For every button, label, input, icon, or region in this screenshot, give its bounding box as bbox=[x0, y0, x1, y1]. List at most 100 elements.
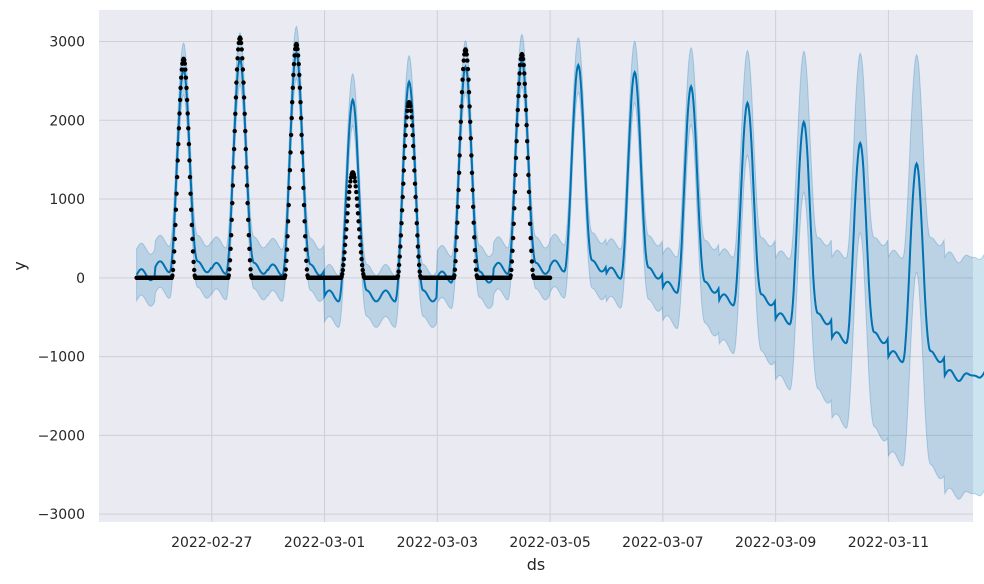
observed-point bbox=[286, 202, 291, 208]
observed-point bbox=[514, 139, 519, 144]
x-tick-label: 2022-03-01 bbox=[284, 535, 365, 551]
observed-point bbox=[176, 141, 181, 147]
observed-point bbox=[513, 172, 518, 178]
observed-point bbox=[347, 184, 352, 189]
observed-point bbox=[304, 258, 309, 263]
observed-point bbox=[454, 235, 459, 240]
observed-point bbox=[523, 107, 529, 113]
observed-point bbox=[341, 262, 346, 268]
observed-point bbox=[456, 187, 461, 193]
observed-point bbox=[396, 269, 401, 274]
observed-point bbox=[341, 256, 347, 262]
y-tick-label: −1000 bbox=[38, 350, 85, 366]
observed-point bbox=[347, 189, 352, 195]
x-tick-label: 2022-03-11 bbox=[848, 535, 929, 551]
observed-point bbox=[358, 250, 364, 255]
observed-point bbox=[353, 184, 358, 189]
observed-point bbox=[468, 136, 473, 141]
observed-point bbox=[458, 136, 463, 141]
observed-point bbox=[469, 170, 475, 175]
observed-point bbox=[455, 204, 461, 209]
observed-point bbox=[183, 75, 189, 80]
y-tick-label: 2000 bbox=[49, 113, 85, 129]
observed-point bbox=[510, 235, 516, 241]
observed-point bbox=[235, 56, 240, 61]
observed-point bbox=[246, 233, 251, 238]
observed-point bbox=[473, 259, 478, 264]
observed-point bbox=[185, 111, 190, 116]
observed-point bbox=[227, 267, 232, 272]
observed-point bbox=[184, 97, 190, 103]
observed-point bbox=[190, 249, 196, 254]
observed-point bbox=[228, 246, 233, 251]
observed-point bbox=[408, 103, 413, 109]
x-axis-ticks: 2022-02-27 2022-03-01 2022-03-03 2022-03-05… bbox=[171, 535, 929, 551]
observed-point bbox=[522, 81, 527, 87]
observed-point bbox=[179, 67, 184, 72]
forecast-line bbox=[135, 49, 984, 383]
observed-point bbox=[283, 273, 288, 278]
observed-point bbox=[173, 207, 179, 212]
observed-point bbox=[471, 220, 476, 225]
observed-point bbox=[247, 246, 252, 251]
observed-point bbox=[177, 111, 182, 116]
observed-point bbox=[173, 222, 178, 228]
observed-point bbox=[231, 165, 236, 170]
observed-point bbox=[243, 146, 248, 152]
observed-point bbox=[170, 267, 176, 273]
observed-point bbox=[240, 56, 245, 61]
observed-point bbox=[457, 153, 462, 158]
observed-point bbox=[401, 168, 406, 173]
observed-point bbox=[186, 126, 191, 131]
observed-point bbox=[300, 168, 305, 173]
observed-point bbox=[466, 77, 471, 82]
observed-point bbox=[471, 204, 476, 209]
observed-point bbox=[345, 203, 351, 208]
observed-point bbox=[415, 244, 421, 249]
observed-point bbox=[399, 208, 405, 213]
observed-point bbox=[547, 275, 553, 280]
observed-point bbox=[410, 132, 415, 138]
observed-point bbox=[302, 219, 307, 224]
observed-point bbox=[288, 132, 294, 138]
observed-point bbox=[395, 273, 401, 279]
observed-point bbox=[231, 146, 237, 152]
observed-point bbox=[191, 259, 196, 265]
observed-point bbox=[402, 143, 408, 149]
observed-point bbox=[344, 219, 350, 224]
observed-point bbox=[179, 75, 184, 80]
observed-point bbox=[241, 80, 246, 85]
observed-point bbox=[408, 108, 414, 114]
observed-point bbox=[469, 153, 474, 158]
observed-point bbox=[297, 72, 302, 78]
observed-point bbox=[452, 273, 457, 278]
observed-point bbox=[352, 179, 358, 184]
observed-point bbox=[290, 100, 295, 105]
observed-point bbox=[411, 143, 416, 149]
observed-point bbox=[187, 158, 192, 163]
observed-point bbox=[415, 233, 420, 238]
observed-point bbox=[511, 221, 516, 226]
observed-point bbox=[512, 206, 517, 211]
observed-point bbox=[412, 181, 418, 186]
observed-point bbox=[230, 183, 236, 188]
observed-point bbox=[412, 168, 417, 173]
observed-point bbox=[414, 208, 419, 213]
observed-point bbox=[174, 174, 180, 180]
observed-point bbox=[343, 235, 348, 240]
observed-point bbox=[402, 155, 407, 161]
observed-point bbox=[515, 107, 520, 113]
observed-point bbox=[244, 165, 249, 170]
observed-point bbox=[352, 175, 357, 180]
observed-point bbox=[470, 187, 475, 193]
observed-point bbox=[409, 115, 414, 120]
observed-point bbox=[303, 234, 308, 239]
observed-point bbox=[356, 219, 361, 224]
y-axis-label: y bbox=[10, 261, 29, 270]
observed-point bbox=[527, 206, 532, 211]
observed-point bbox=[288, 150, 293, 155]
observed-point bbox=[176, 126, 182, 131]
observed-point bbox=[299, 132, 304, 138]
y-tick-label: 0 bbox=[76, 271, 85, 287]
observed-point bbox=[520, 56, 526, 62]
